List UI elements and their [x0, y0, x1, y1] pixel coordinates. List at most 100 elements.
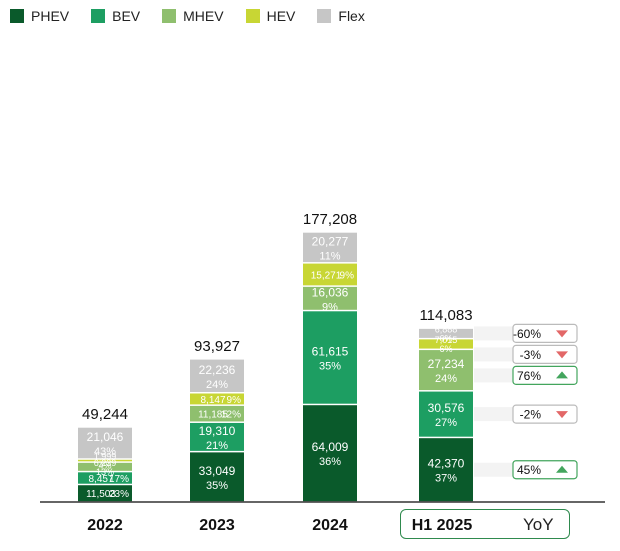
yoy-value-phev: 45% [517, 463, 541, 477]
yoy-guide-bev [474, 407, 513, 422]
bar-share-mhev-2023: 12% [221, 410, 241, 421]
bar-bev-2023 [190, 422, 244, 451]
legend-label-hev: HEV [266, 8, 296, 24]
bar-value-hev-h1-2025: 7,015 [435, 335, 458, 345]
bar-hev-2024 [303, 263, 357, 286]
yoy-guide-flex [474, 326, 513, 341]
bar-mhev-h1-2025 [419, 350, 473, 391]
legend-swatch-mhev [162, 9, 177, 23]
bar-value-bev-2022: 8,457 [88, 474, 113, 485]
yoy-value-flex: -60% [513, 327, 541, 341]
yoy-badge-mhev: 76% [512, 365, 578, 385]
bar-value-flex-2024: 20,277 [312, 234, 349, 248]
bar-value-flex-2023: 22,236 [199, 363, 236, 377]
bar-phev-h1-2025 [419, 438, 473, 502]
legend-swatch-flex [317, 9, 332, 23]
bar-share-phev-2022: 23% [109, 489, 129, 500]
bar-phev-2024 [303, 405, 357, 502]
bar-value-phev-2022: 11,503 [86, 489, 116, 500]
x-tick-label-2022: 2022 [87, 517, 123, 534]
yoy-label: YoY [523, 515, 554, 534]
arrow-up-icon [556, 465, 568, 473]
bar-flex-2022 [78, 427, 132, 459]
yoy-badge-box-hev [512, 344, 578, 364]
yoy-badge-phev: 45% [512, 460, 578, 480]
bar-hev-2023 [190, 393, 244, 405]
bar-share-bev-2022: 17% [109, 474, 129, 485]
legend-swatch-hev [245, 9, 260, 23]
x-tick-label-h1-2025: H1 2025 [412, 517, 473, 534]
bar-phev-2022 [78, 485, 132, 502]
bar-hev-h1-2025 [419, 339, 473, 349]
legend-item-mhev: MHEV [162, 8, 224, 24]
yoy-badge-flex: -60% [512, 323, 578, 343]
legend-swatch-bev [91, 9, 106, 23]
bar-value-hev-2024: 15,271 [311, 270, 342, 281]
bar-bev-h1-2025 [419, 391, 473, 437]
bar-share-phev-2024: 36% [319, 456, 341, 468]
yoy-badge-box-phev [512, 460, 578, 480]
bar-share-flex-2023: 24% [206, 379, 228, 391]
bar-share-hev-2022: 4% [98, 461, 111, 471]
bar-flex-2023 [190, 359, 244, 392]
h1-2025-yoy-frame [400, 509, 570, 539]
bar-value-flex-h1-2025: 6,888 [435, 324, 458, 334]
yoy-value-hev: -3% [520, 348, 542, 362]
bar-bev-2022 [78, 472, 132, 484]
bar-total-h1-2025: 114,083 [419, 307, 472, 324]
legend: PHEV BEV MHEV HEV Flex [10, 8, 365, 24]
arrow-down-icon [556, 330, 568, 338]
bar-share-bev-h1-2025: 27% [435, 417, 457, 429]
yoy-guide-mhev [474, 368, 513, 383]
bar-share-flex-2022: 43% [94, 446, 116, 458]
bar-total-2022: 49,244 [82, 406, 128, 423]
bar-flex-2024 [303, 232, 357, 263]
yoy-badge-box-flex [512, 323, 578, 343]
yoy-value-bev: -2% [520, 408, 542, 422]
legend-label-bev: BEV [112, 8, 141, 24]
bar-value-flex-2022: 21,046 [87, 430, 124, 444]
bar-value-mhev-2023: 11,185 [198, 410, 228, 421]
bar-value-mhev-2024: 16,036 [312, 285, 349, 299]
arrow-up-icon [556, 371, 568, 379]
bar-share-phev-2023: 35% [206, 480, 228, 492]
yoy-badge-box-mhev [512, 365, 578, 385]
x-tick-label-2023: 2023 [199, 517, 235, 534]
bar-share-hev-2023: 9% [227, 395, 242, 406]
bar-share-flex-h1-2025: 6% [439, 333, 452, 343]
x-tick-label-2024: 2024 [312, 517, 348, 534]
legend-label-flex: Flex [338, 8, 365, 24]
yoy-guide-hev [474, 347, 513, 362]
bar-value-hev-2023: 8,147 [200, 395, 225, 406]
bar-mhev-2022 [78, 462, 132, 471]
bar-share-hev-h1-2025: 6% [439, 344, 452, 354]
yoy-badge-hev: -3% [512, 344, 578, 364]
bar-flex-h1-2025 [419, 328, 473, 338]
legend-item-flex: Flex [317, 8, 365, 24]
arrow-down-icon [556, 411, 568, 419]
bar-share-hev-2024: 9% [340, 270, 355, 281]
bar-share-bev-2024: 35% [319, 360, 341, 372]
arrow-down-icon [556, 351, 568, 359]
bar-value-mhev-h1-2025: 27,234 [428, 357, 465, 371]
legend-label-phev: PHEV [31, 8, 70, 24]
legend-item-hev: HEV [245, 8, 296, 24]
bar-total-2023: 93,927 [194, 338, 240, 355]
bar-value-phev-2023: 33,049 [199, 464, 236, 478]
yoy-guide-phev [474, 462, 513, 477]
bar-bev-2024 [303, 311, 357, 404]
bar-value-mhev-2022: 6,239 [94, 458, 117, 468]
bar-value-bev-2023: 19,310 [199, 424, 236, 438]
yoy-value-mhev: 76% [517, 369, 541, 383]
bar-share-mhev-h1-2025: 24% [435, 373, 457, 385]
bar-value-phev-h1-2025: 42,370 [428, 457, 465, 471]
bar-value-bev-h1-2025: 30,576 [428, 401, 465, 415]
bar-share-bev-2023: 21% [206, 440, 228, 452]
legend-label-mhev: MHEV [183, 8, 224, 24]
legend-item-bev: BEV [91, 8, 140, 24]
bar-hev-2022 [78, 459, 132, 462]
bar-total-2024: 177,208 [303, 211, 357, 228]
bar-share-mhev-2024: 9% [322, 301, 338, 313]
yoy-badge-bev: -2% [512, 404, 578, 424]
bar-mhev-2024 [303, 286, 357, 310]
